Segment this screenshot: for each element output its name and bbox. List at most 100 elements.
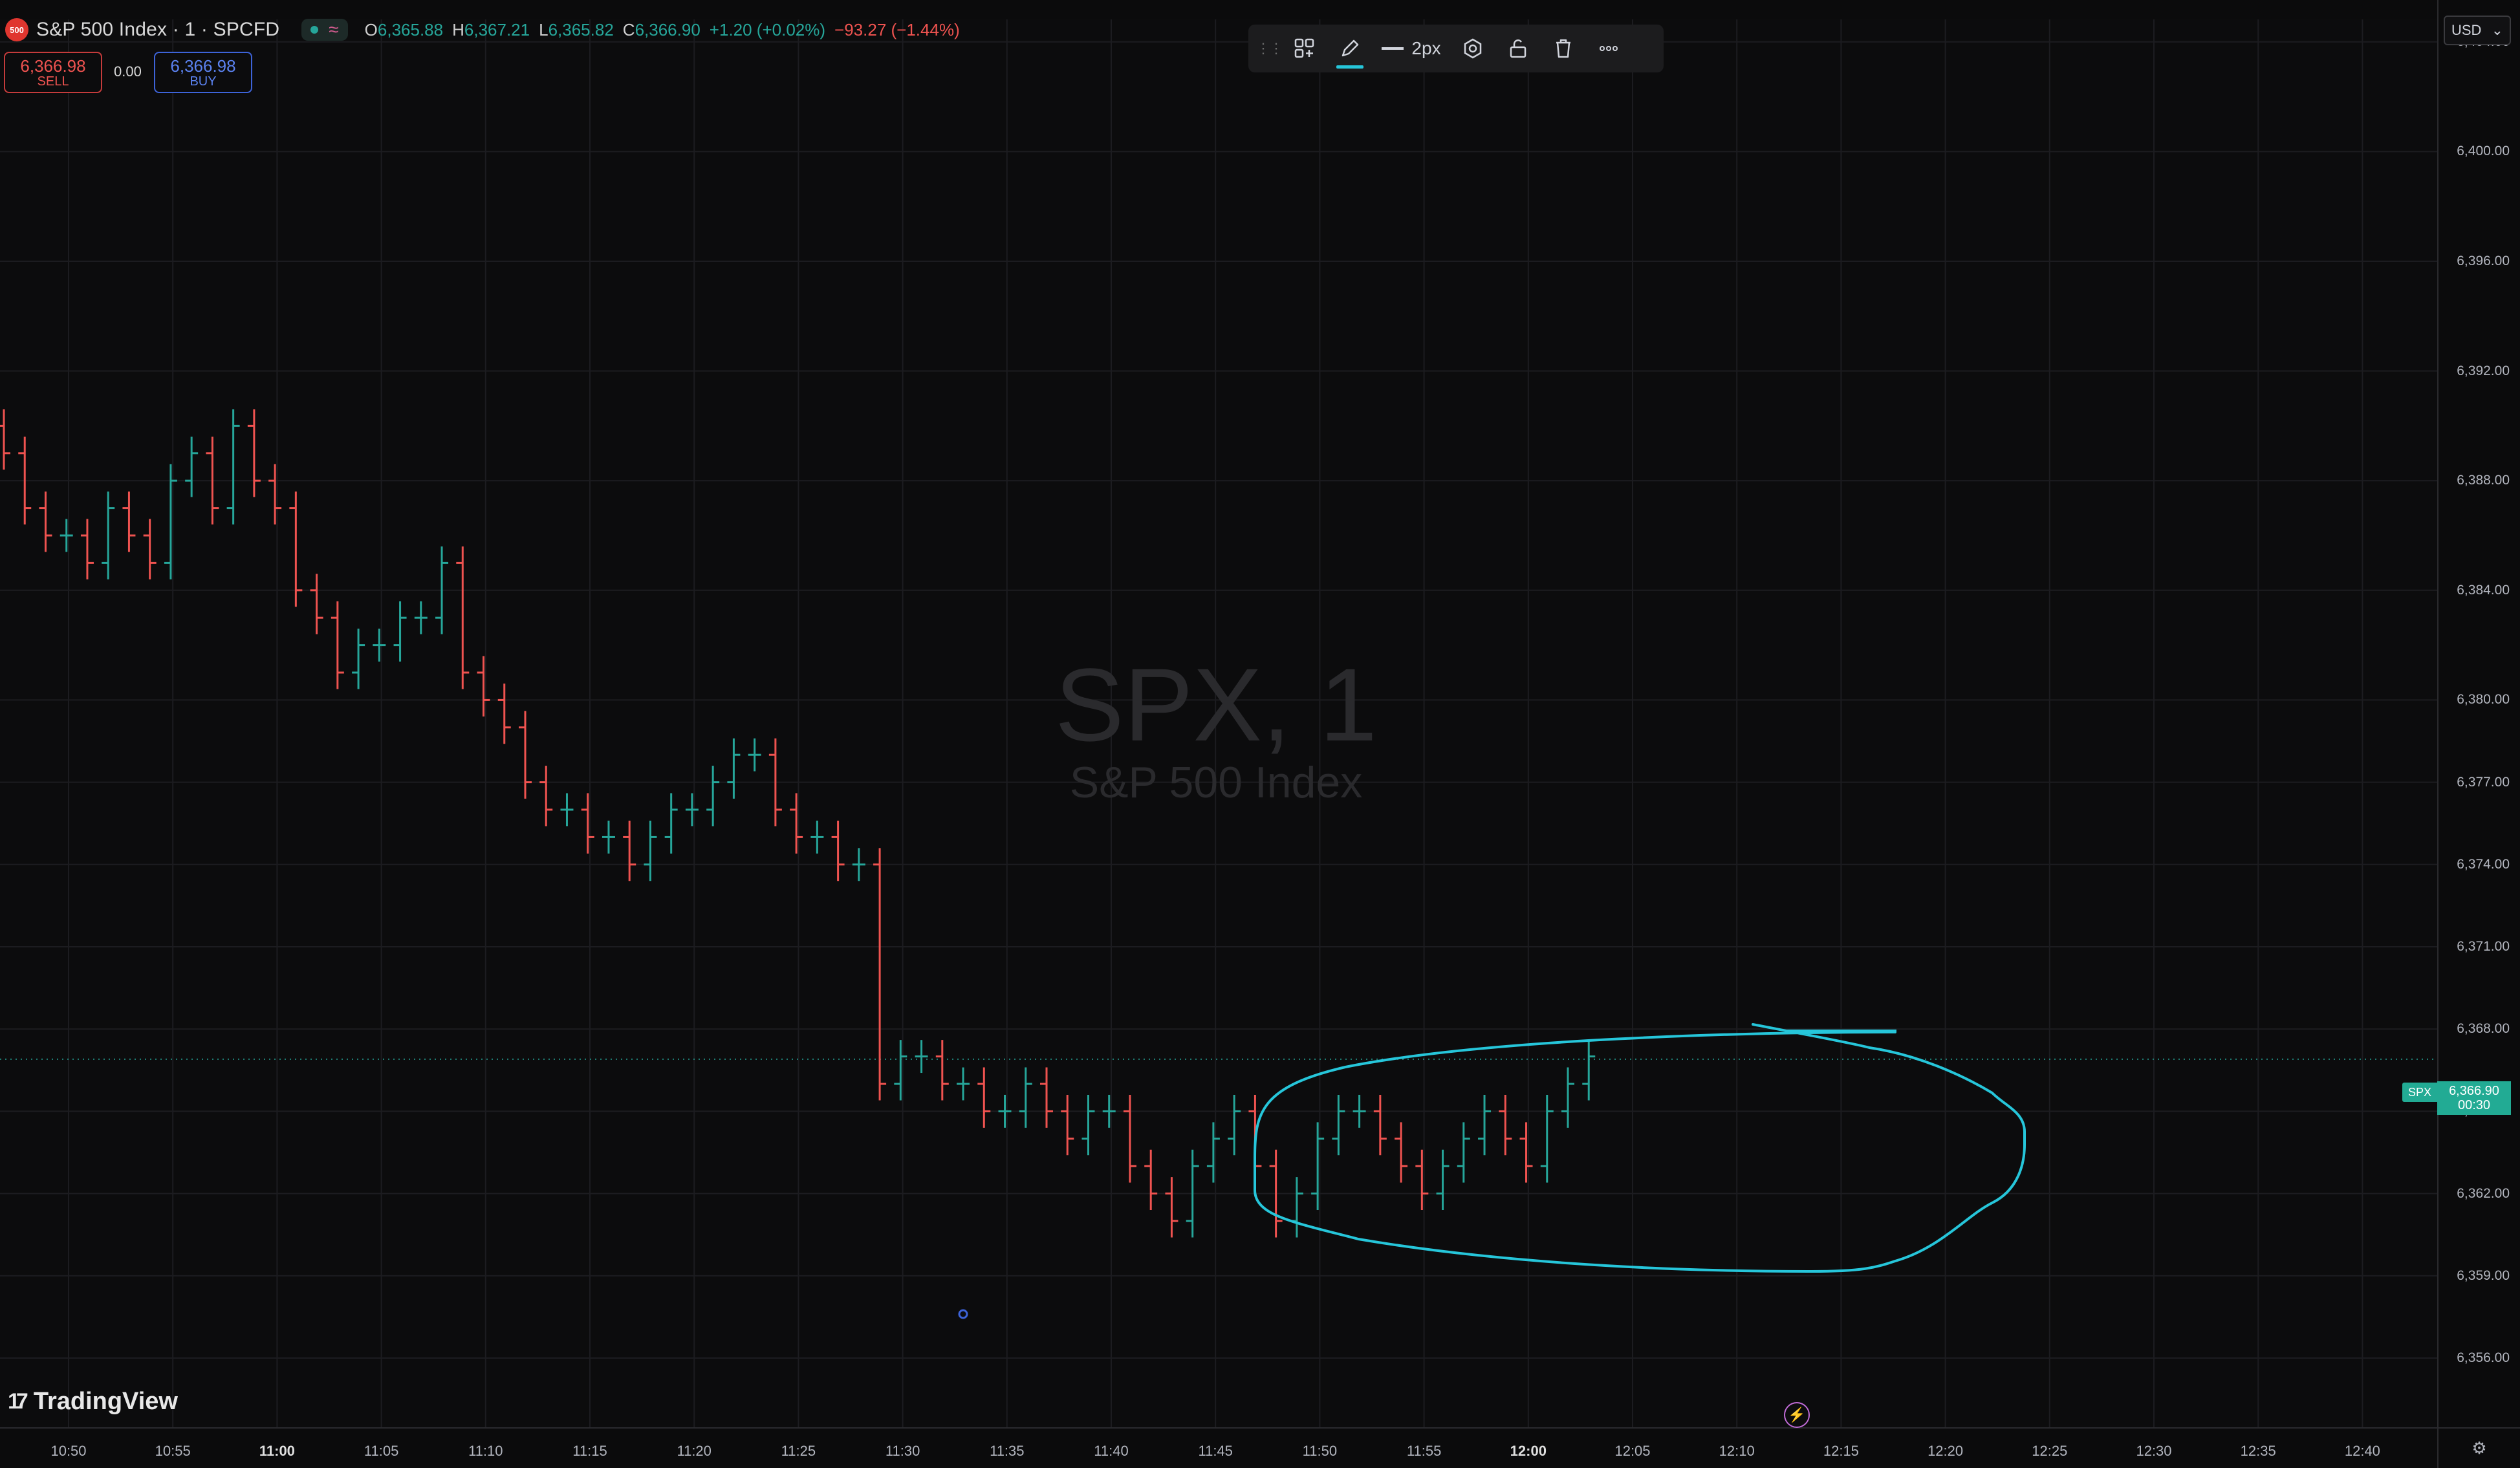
market-status-pill[interactable]: ≈ — [301, 19, 348, 41]
buy-button[interactable]: 6,366.98 BUY — [154, 52, 252, 93]
sell-button[interactable]: 6,366.98 SELL — [4, 52, 102, 93]
low-value: 6,365.82 — [548, 19, 614, 39]
price-tick-label: 6,371.00 — [2457, 939, 2510, 954]
ohlc-bar — [1144, 1149, 1158, 1211]
tradingview-mark-icon: 17 — [8, 1389, 28, 1414]
line-width-label: 2px — [1411, 38, 1441, 58]
ohlc-bar — [957, 1067, 970, 1101]
ohlc-bar — [852, 848, 865, 881]
ohlc-bar — [1186, 1149, 1199, 1238]
template-icon[interactable] — [1282, 25, 1327, 72]
trash-icon[interactable] — [1541, 25, 1586, 72]
spread-value: 0.00 — [114, 63, 142, 80]
ohlc-bar — [685, 793, 699, 826]
ohlc-bar — [414, 601, 428, 634]
ohlc-bar — [1040, 1067, 1053, 1128]
lock-icon[interactable] — [1495, 25, 1541, 72]
ohlc-bar — [0, 409, 10, 470]
price-tick-label: 6,400.00 — [2457, 144, 2510, 159]
ohlc-bar — [18, 437, 32, 525]
symbol-title[interactable]: S&P 500 Index · 1 · SPCFD — [36, 19, 280, 40]
currency-select[interactable]: USD ⌄ — [2444, 16, 2511, 45]
ohlc-bar — [1499, 1094, 1512, 1156]
ohlc-bar — [644, 820, 657, 881]
price-tick-label: 6,368.00 — [2457, 1021, 2510, 1037]
ohlc-bar — [1415, 1149, 1429, 1211]
time-scale[interactable]: 10:50 10:55 11:00 11:05 11:10 11:15 11:20 11:25… — [0, 1427, 2437, 1468]
tradingview-logo[interactable]: 17 TradingView — [8, 1388, 178, 1416]
high-value: 6,367.21 — [464, 19, 530, 39]
pencil-icon[interactable] — [1327, 25, 1373, 72]
ohlc-bar — [1102, 1094, 1116, 1128]
brand-name: TradingView — [33, 1388, 178, 1415]
ohlc-bar — [1269, 1149, 1283, 1238]
ohlc-bar — [185, 437, 199, 497]
drawing-toolbar: ⋮⋮ 2px — [1248, 25, 1664, 72]
sp500-logo-icon[interactable]: 500 — [5, 18, 28, 41]
price-tick-label: 6,362.00 — [2457, 1185, 2510, 1201]
ohlc-bar — [289, 491, 303, 607]
price-tick-label: 6,377.00 — [2457, 774, 2510, 790]
ohlc-bar — [1228, 1094, 1241, 1156]
ohlc-bar — [935, 1040, 949, 1101]
chart-settings-icon[interactable]: ⚙ — [2437, 1427, 2520, 1468]
ohlc-bar — [727, 738, 741, 799]
ohlc-bar — [60, 519, 73, 552]
ohlc-bar — [352, 629, 365, 689]
ohlc-bar — [1081, 1094, 1095, 1156]
ohlc-bar — [1373, 1094, 1387, 1156]
ohlc-bar — [226, 409, 240, 525]
lightning-icon[interactable]: ⚡ — [1784, 1402, 1810, 1428]
crosshair-marker — [958, 1309, 968, 1319]
low-label: L — [539, 19, 549, 39]
ohlc-bar — [1457, 1122, 1470, 1183]
ohlc-bar — [623, 820, 636, 881]
time-tick-label: 11:30 — [885, 1443, 920, 1459]
ohlc-bar — [915, 1040, 928, 1074]
ohlc-bar — [998, 1094, 1012, 1128]
ohlc-bar — [1519, 1122, 1533, 1183]
time-tick-label: 11:40 — [1094, 1443, 1129, 1459]
buy-price: 6,366.98 — [170, 56, 236, 76]
time-tick-label: 11:20 — [677, 1443, 711, 1459]
hand-drawn-ellipse — [1254, 1023, 2026, 1273]
time-tick-label: 12:05 — [1614, 1443, 1651, 1459]
last-price-badge: 6,366.90 00:30 — [2437, 1081, 2511, 1115]
settings-icon[interactable] — [1450, 25, 1495, 72]
line-width-button[interactable]: 2px — [1373, 25, 1450, 72]
ohlc-bar — [602, 820, 615, 854]
more-icon[interactable] — [1586, 25, 1631, 72]
price-symbol-tag: SPX — [2402, 1083, 2437, 1102]
time-tick-label: 12:40 — [2344, 1443, 2380, 1459]
ohlc-bar — [768, 738, 782, 826]
price-tick-label: 6,388.00 — [2457, 473, 2510, 488]
ohlc-bar — [1582, 1040, 1596, 1101]
time-tick-label: 12:35 — [2240, 1443, 2276, 1459]
ohlc-bar — [977, 1067, 991, 1128]
active-color-underline — [1336, 65, 1363, 69]
ohlc-bar — [80, 519, 94, 579]
ohlc-bar — [1019, 1067, 1032, 1128]
ohlc-bar — [456, 546, 470, 689]
time-tick-label: 11:35 — [990, 1443, 1025, 1459]
price-scale[interactable]: 6,404.006,400.006,396.006,392.006,388.00… — [2437, 0, 2520, 1427]
ohlc-bar — [206, 437, 219, 525]
time-tick-label: 12:30 — [2136, 1443, 2172, 1459]
drag-handle-icon[interactable]: ⋮⋮ — [1256, 40, 1283, 56]
time-tick-label: 11:45 — [1198, 1443, 1233, 1459]
price-tick-label: 6,384.00 — [2457, 582, 2510, 598]
chart-pane[interactable]: SPX, 1 S&P 500 Index — [0, 19, 2437, 1427]
ohlc-bar — [477, 656, 490, 717]
ohlc-bar — [1395, 1122, 1408, 1183]
sell-price: 6,366.98 — [20, 56, 86, 76]
ohlc-bar — [393, 601, 407, 662]
ohlc-bar — [831, 820, 845, 881]
open-label: O — [364, 19, 378, 39]
price-chart[interactable] — [0, 19, 2437, 1427]
ohlc-bar — [122, 491, 136, 552]
price-tick-label: 6,356.00 — [2457, 1350, 2510, 1365]
ohlc-bar — [539, 766, 553, 826]
ohlc-bar — [1436, 1149, 1450, 1211]
ohlc-bar — [1290, 1177, 1303, 1238]
ohlc-bar — [1061, 1094, 1074, 1156]
